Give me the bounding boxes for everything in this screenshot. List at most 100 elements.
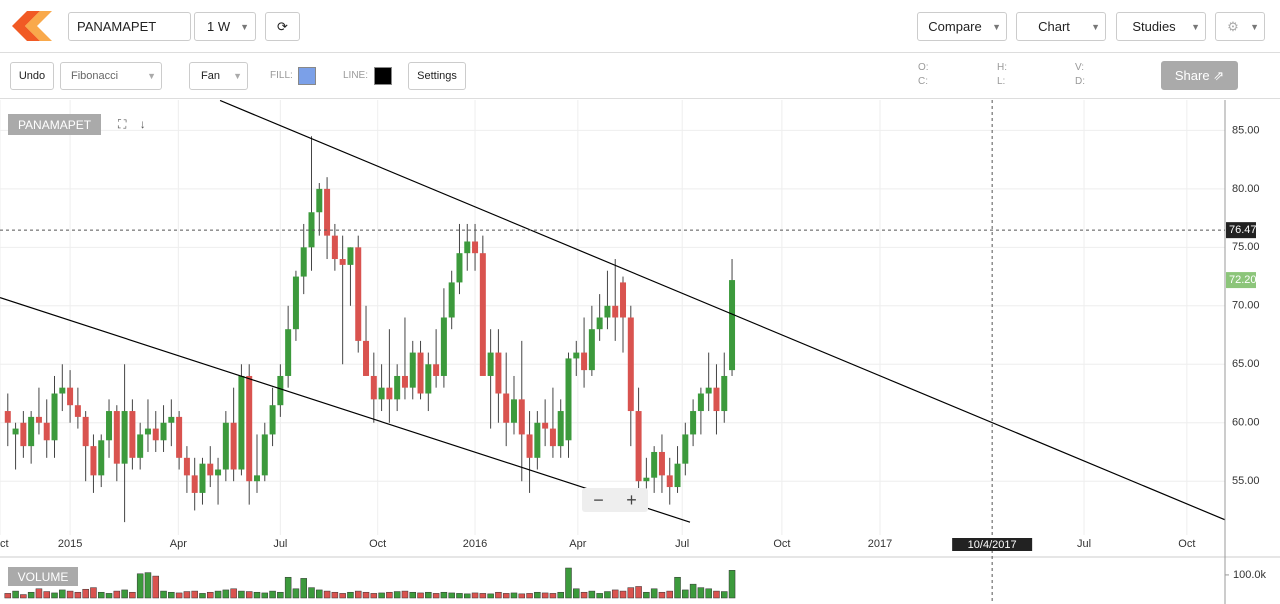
volume-bar [728, 570, 736, 599]
candle-body [713, 387, 720, 412]
line-swatch[interactable] [374, 67, 392, 85]
candle-body [557, 411, 564, 447]
candle-body [565, 358, 572, 441]
volume-bar [721, 591, 728, 599]
candle-body [549, 428, 556, 447]
x-tick-label: Oct [1178, 538, 1195, 550]
volume-bar [697, 587, 705, 599]
chart-icons[interactable]: ⛶ ↓ [118, 117, 146, 131]
candle-body [386, 387, 393, 400]
candle-body [176, 416, 183, 458]
candle-body [253, 475, 260, 482]
candle-body [464, 241, 471, 254]
candle-body [487, 352, 494, 376]
candle-body [472, 241, 479, 254]
studies-button[interactable]: Studies ▼ [1116, 12, 1206, 41]
y-tick-label: 55.00 [1232, 475, 1260, 487]
volume-bar [43, 591, 50, 599]
candle-body [285, 329, 292, 376]
zoom-controls[interactable]: − + [582, 488, 648, 512]
x-tick-label: Jul [1077, 538, 1091, 550]
share-button[interactable]: Share ⇗ [1161, 61, 1238, 90]
candle-body [168, 416, 175, 423]
y2-tick-label: 100.0k [1233, 569, 1267, 581]
candle-body [721, 375, 728, 412]
candle-body [518, 399, 525, 435]
volume-bar [292, 588, 300, 599]
settings-gear[interactable]: ⚙ ▼ [1215, 12, 1265, 41]
volume-bar [370, 593, 378, 599]
volume-bar [214, 590, 222, 599]
ohlc-label: C: [918, 76, 928, 87]
line-label: LINE: [343, 70, 369, 81]
candle-body [144, 428, 151, 435]
compare: Compare [928, 19, 982, 34]
settings-button[interactable]: Settings [408, 62, 466, 90]
y-tick-label: 80.00 [1232, 183, 1260, 195]
volume-bar [284, 576, 292, 599]
chart-label: Chart [1038, 19, 1070, 34]
studies: Studies [1132, 19, 1176, 34]
candle-body [238, 375, 245, 470]
volume-bar [518, 593, 526, 599]
candle-body [363, 340, 370, 376]
volume-bar [191, 590, 198, 599]
tool-select[interactable]: Fibonacci ▼ [60, 62, 162, 90]
volume-bar [238, 590, 245, 599]
volume-bar [541, 592, 549, 599]
volume-bar [682, 589, 689, 599]
trendline [219, 100, 1225, 521]
candle-body [588, 329, 595, 371]
candle-body [581, 352, 588, 371]
candle-body [35, 416, 42, 423]
volume-bar [378, 592, 385, 599]
volume-bar [565, 567, 572, 599]
volume-bar [51, 592, 58, 599]
volume-bar [713, 590, 720, 599]
volume-bar [316, 589, 323, 599]
volume-bar [471, 592, 479, 599]
candle-body [215, 469, 222, 476]
candle-body [510, 399, 517, 423]
volume-bar [59, 589, 66, 599]
interval-select[interactable]: 1 W ▼ [194, 12, 256, 41]
volume-bar [152, 575, 160, 599]
candle-body [106, 411, 113, 441]
candle-body [308, 212, 315, 248]
x-tick-label: Oct [0, 538, 9, 550]
volume-bar [300, 578, 307, 599]
x-tick-label: 2015 [58, 538, 82, 550]
crosshair-y-label: 76.47 [1229, 224, 1257, 236]
volume-bar [136, 573, 144, 599]
candle-body [651, 451, 658, 478]
candle-body [246, 375, 253, 482]
logo [12, 11, 52, 41]
volume-bar [705, 588, 712, 599]
volume-bar [105, 593, 113, 599]
compare-button[interactable]: Compare ▼ [917, 12, 1007, 41]
volume-bar [35, 588, 43, 599]
fan-select[interactable]: Fan ▼ [189, 62, 248, 90]
volume-bar [339, 593, 346, 599]
volume-bar [12, 590, 19, 599]
volume-bar [689, 583, 697, 599]
refresh-button[interactable]: ⟳ [265, 12, 300, 41]
candle-body [409, 352, 416, 388]
undo-button[interactable]: Undo [10, 62, 54, 90]
volume-tag: VOLUME [8, 567, 78, 586]
fill-swatch[interactable] [298, 67, 316, 85]
candle-body [596, 317, 603, 330]
volume-bar [635, 586, 642, 599]
volume-bar [66, 590, 74, 599]
volume-bar [269, 590, 276, 599]
candle-body [690, 411, 697, 435]
candle-body [479, 253, 486, 376]
chart-button[interactable]: Chart ▼ [1016, 12, 1106, 41]
candle-body [534, 422, 541, 458]
candle-body [401, 375, 408, 388]
candle-body [74, 405, 81, 417]
last-price-label: 72.20 [1229, 274, 1257, 286]
symbol-input[interactable]: PANAMAPET [68, 12, 191, 41]
candle-body [433, 364, 440, 376]
